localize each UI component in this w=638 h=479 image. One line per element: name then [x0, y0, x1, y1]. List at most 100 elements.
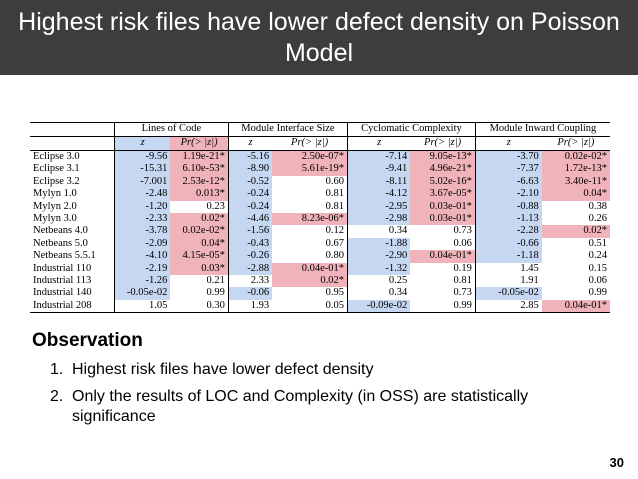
observation-item: 2. Only the results of LOC and Complexit…: [50, 387, 552, 427]
p-value-cell: 0.99: [206, 287, 225, 299]
z-value-cell: 1.45: [474, 262, 542, 276]
p-value-cell: 0.02e-02*: [170, 225, 229, 238]
row-label: Mylyn 1.0: [33, 188, 77, 200]
row-label: Industrial 140: [33, 287, 92, 299]
group-header: Module Interface Size: [227, 122, 348, 137]
p-value-cell: 0.04e-01*: [272, 262, 348, 276]
z-value-cell: -1.88: [347, 237, 411, 251]
p-value-cell: 0.38: [588, 200, 607, 212]
z-value-cell: 0.25: [347, 275, 411, 288]
z-value-cell: -8.11: [347, 175, 411, 189]
p-value-cell: 9.05e-13*: [410, 150, 476, 164]
p-value-cell: 0.02*: [272, 275, 348, 288]
z-value-cell: -1.13: [474, 213, 542, 226]
sub-header: z: [114, 136, 171, 151]
table-row: Eclipse 3.0 -9.56 1.19e-21* -5.16 2.50e-07* -…: [30, 150, 610, 164]
z-value-cell: 2.85: [474, 299, 542, 314]
z-value-cell: -2.90: [347, 250, 411, 263]
p-value-cell: 0.03*: [170, 262, 229, 276]
p-value-cell: 0.06: [453, 237, 472, 249]
z-value-cell: -15.31: [114, 163, 171, 176]
p-value-cell: 0.03e-01*: [410, 200, 476, 214]
z-value-cell: -2.19: [114, 262, 171, 276]
p-value-cell: 1.72e-13*: [541, 163, 610, 176]
p-value-cell: 0.02*: [541, 225, 610, 238]
z-value-cell: 1.93: [227, 299, 273, 314]
p-value-cell: 0.04e-01*: [410, 250, 476, 263]
corner-cell: [30, 136, 115, 151]
p-value-cell: 0.81: [325, 200, 345, 212]
corner-cell: [30, 122, 115, 137]
p-value-cell: 0.06: [588, 275, 607, 287]
p-value-cell: 8.23e-06*: [272, 213, 348, 226]
z-value-cell: -0.24: [227, 188, 273, 201]
z-value-cell: -4.12: [347, 188, 411, 201]
p-value-cell: 0.04*: [541, 188, 610, 201]
p-value-cell: 0.99: [410, 299, 476, 314]
p-value-cell: 0.81: [453, 275, 472, 287]
z-value-cell: 2.33: [227, 275, 273, 288]
p-value-cell: 0.95: [325, 287, 345, 299]
p-value-cell: 0.26: [588, 213, 607, 225]
z-value-cell: -2.28: [474, 225, 542, 238]
group-header: Cyclomatic Complexity: [347, 122, 476, 137]
row-label: Netbeans 5.5.1: [33, 250, 96, 262]
z-value-cell: -9.41: [347, 163, 411, 176]
p-value-cell: 6.10e-53*: [170, 163, 229, 176]
p-value-cell: 0.60: [325, 175, 345, 187]
p-value-cell: 0.04e-01*: [541, 299, 610, 314]
sub-header: Pr(> |z|): [170, 136, 229, 151]
p-value-cell: 0.02*: [170, 213, 229, 226]
row-label: Netbeans 5.0: [33, 237, 88, 249]
p-value-cell: 0.51: [588, 237, 607, 249]
z-value-cell: -3.78: [114, 225, 171, 238]
table-row: Mylyn 1.0 -2.48 0.013* -0.24 0.81 -4.12 3.67e-…: [30, 188, 610, 201]
p-value-cell: 5.02e-16*: [410, 175, 476, 189]
z-value-cell: 0.34: [347, 225, 411, 238]
z-value-cell: -3.70: [474, 150, 542, 164]
z-value-cell: -7.37: [474, 163, 542, 176]
p-value-cell: 0.05: [272, 299, 348, 314]
results-table-container: Lines of Code Module Interface Size Cycl…: [30, 122, 610, 314]
p-value-cell: 0.24: [588, 250, 607, 262]
z-value-cell: -9.56: [114, 150, 171, 164]
z-value-cell: -0.52: [227, 175, 273, 189]
z-value-cell: -1.56: [227, 225, 273, 238]
p-value-cell: 2.50e-07*: [272, 150, 348, 164]
sub-header: Pr(> |z|): [410, 136, 476, 151]
z-value-cell: -2.48: [114, 188, 171, 201]
z-value-cell: -2.88: [227, 262, 273, 276]
z-value-cell: -2.09: [114, 237, 171, 251]
p-value-cell: 0.67: [325, 237, 345, 249]
slide-title: Highest risk files have lower defect den…: [0, 0, 638, 75]
p-value-cell: 0.02e-02*: [541, 150, 610, 164]
z-value-cell: -2.10: [474, 188, 542, 201]
row-label: Eclipse 3.2: [33, 175, 80, 187]
z-value-cell: -0.05e-02: [114, 287, 171, 300]
sub-header-row: z Pr(> |z|) z Pr(> |z|) z Pr(> |z|) z Pr…: [30, 136, 610, 151]
z-value-cell: -1.32: [347, 262, 411, 276]
z-value-cell: -7.14: [347, 150, 411, 164]
sub-header: z: [347, 136, 411, 151]
sub-header: Pr(> |z|): [272, 136, 348, 151]
observation-item: 1. Highest risk files have lower defect …: [50, 360, 552, 380]
z-value-cell: 1.91: [474, 275, 542, 288]
row-label: Industrial 110: [33, 262, 92, 274]
p-value-cell: 0.81: [325, 188, 345, 200]
z-value-cell: -0.26: [227, 250, 273, 263]
table-body: Eclipse 3.0 -9.56 1.19e-21* -5.16 2.50e-07* -…: [30, 150, 610, 314]
observation-heading: Observation: [32, 330, 143, 351]
table-row: Industrial 208 1.05 0.30 1.93 0.05 -0.09e-02 0…: [30, 299, 610, 314]
observation-item-number: 2.: [50, 388, 64, 405]
p-value-cell: 4.15e-05*: [170, 250, 229, 263]
z-value-cell: -0.05e-02: [474, 287, 542, 300]
p-value-cell: 0.15: [588, 262, 607, 274]
row-label: Mylyn 3.0: [33, 213, 77, 225]
z-value-cell: -7.001: [114, 175, 171, 189]
z-value-cell: -5.16: [227, 150, 273, 164]
p-value-cell: 0.23: [206, 200, 225, 212]
p-value-cell: 0.19: [453, 262, 472, 274]
z-value-cell: -0.43: [227, 237, 273, 251]
z-value-cell: -2.33: [114, 213, 171, 226]
p-value-cell: 0.30: [170, 299, 229, 314]
